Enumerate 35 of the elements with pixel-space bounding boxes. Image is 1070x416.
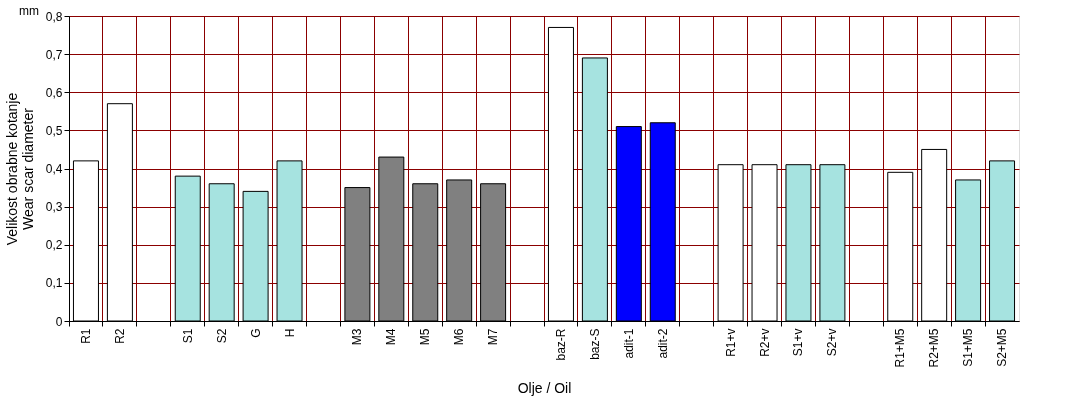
x-tick-label: S2 bbox=[214, 328, 229, 344]
x-tick-label: S2+v bbox=[825, 328, 840, 357]
x-tick-label: S1+M5 bbox=[961, 328, 976, 367]
text: mm bbox=[19, 4, 39, 18]
y-tick-label: 0,1 bbox=[45, 276, 63, 291]
x-tick-label: R1+v bbox=[723, 328, 738, 357]
x-tick-label: M6 bbox=[452, 328, 467, 346]
x-tick-label: R1+M5 bbox=[893, 328, 908, 368]
x-tick-label: S2+M5 bbox=[995, 328, 1010, 367]
x-tick-label: R2 bbox=[112, 328, 127, 344]
y-tick-label: 0,3 bbox=[45, 200, 63, 215]
x-tick-label: M5 bbox=[418, 328, 433, 346]
y-axis-title: Velikost obrabne kotanje Wear scar diameter bbox=[3, 92, 36, 246]
y-tick-label: 0,6 bbox=[45, 85, 63, 100]
x-tick-label: S1 bbox=[180, 328, 195, 344]
x-tick-label: R1 bbox=[78, 328, 93, 344]
x-tick-label: adit-2 bbox=[655, 328, 670, 359]
x-tick-label: H bbox=[282, 328, 297, 338]
x-tick-label: M7 bbox=[486, 328, 501, 346]
x-tick-label: G bbox=[248, 328, 263, 338]
y-tick-label: 0 bbox=[55, 314, 63, 329]
y-tick-label: 0,2 bbox=[45, 238, 63, 253]
y-tick-label: 0,5 bbox=[45, 123, 63, 138]
x-tick-label: baz-R bbox=[553, 328, 568, 361]
x-tick-label: adit-1 bbox=[621, 328, 636, 359]
y-tick-label: 0,7 bbox=[45, 47, 63, 62]
x-axis-title: Olje / Oil bbox=[517, 379, 572, 396]
x-tick-label: M3 bbox=[350, 328, 365, 346]
x-tick-label: M4 bbox=[384, 328, 399, 346]
x-tick-label: R2+v bbox=[757, 328, 772, 357]
x-tick-label: S1+v bbox=[791, 328, 806, 357]
y-tick-label: 0,8 bbox=[45, 9, 63, 24]
x-tick-label: R2+M5 bbox=[927, 328, 942, 368]
y-tick-label: 0,4 bbox=[45, 162, 63, 176]
x-tick-label: baz-S bbox=[587, 328, 602, 360]
